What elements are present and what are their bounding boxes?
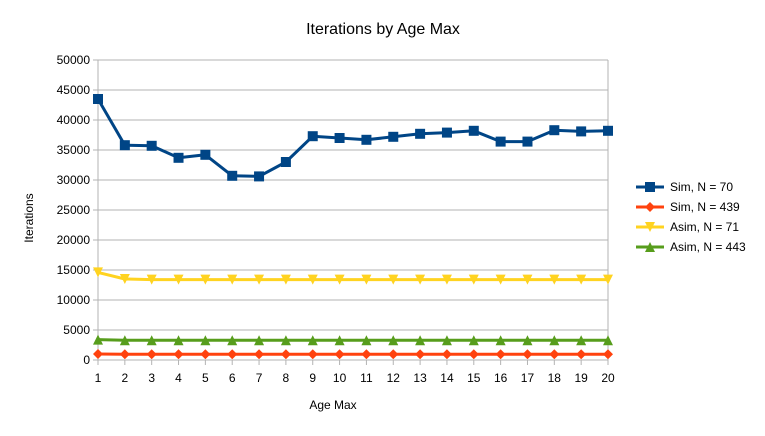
x-tick-label: 5	[202, 371, 209, 385]
data-point	[442, 128, 452, 138]
data-point	[147, 141, 157, 151]
x-tick-label: 7	[256, 371, 263, 385]
x-tick-label: 20	[601, 371, 615, 385]
x-tick-label: 17	[521, 371, 535, 385]
data-point	[415, 129, 425, 139]
x-tick-label: 2	[121, 371, 128, 385]
chart-title: Iterations by Age Max	[306, 21, 460, 38]
x-tick-label: 16	[494, 371, 508, 385]
y-tick-label: 15000	[57, 263, 91, 277]
x-tick-label: 3	[148, 371, 155, 385]
y-tick-label: 10000	[57, 293, 91, 307]
y-tick-label: 5000	[63, 323, 90, 337]
y-tick-label: 40000	[57, 113, 91, 127]
data-point	[603, 126, 613, 136]
y-tick-label: 0	[83, 353, 90, 367]
x-tick-label: 18	[548, 371, 562, 385]
y-tick-label: 35000	[57, 143, 91, 157]
data-point	[576, 126, 586, 136]
x-axis-title: Age Max	[309, 398, 356, 412]
x-tick-label: 10	[333, 371, 347, 385]
x-tick-label: 12	[387, 371, 401, 385]
legend-swatch-marker	[645, 182, 655, 192]
x-tick-label: 13	[413, 371, 427, 385]
data-point	[496, 137, 506, 147]
x-tick-label: 8	[283, 371, 290, 385]
y-tick-label: 20000	[57, 233, 91, 247]
x-tick-label: 4	[175, 371, 182, 385]
y-tick-label: 50000	[57, 53, 91, 67]
y-tick-label: 45000	[57, 83, 91, 97]
x-tick-label: 19	[574, 371, 588, 385]
data-point	[522, 137, 532, 147]
data-point	[93, 94, 103, 104]
x-tick-label: 1	[95, 371, 102, 385]
x-tick-label: 15	[467, 371, 481, 385]
x-tick-label: 6	[229, 371, 236, 385]
legend-label: Asim, N = 443	[670, 240, 746, 254]
data-point	[549, 125, 559, 135]
x-tick-label: 9	[309, 371, 316, 385]
x-tick-label: 11	[360, 371, 373, 385]
data-point	[200, 150, 210, 160]
y-tick-label: 25000	[57, 203, 91, 217]
data-point	[254, 171, 264, 181]
legend-item: Sim, N = 70	[636, 180, 733, 194]
data-point	[308, 131, 318, 141]
legend-label: Sim, N = 439	[670, 200, 740, 214]
legend-label: Sim, N = 70	[670, 180, 733, 194]
data-point	[120, 140, 130, 150]
y-tick-label: 30000	[57, 173, 91, 187]
data-point	[469, 126, 479, 136]
data-point	[335, 133, 345, 143]
data-point	[174, 153, 184, 163]
legend-label: Asim, N = 71	[670, 220, 739, 234]
data-point	[388, 132, 398, 142]
x-tick-label: 14	[440, 371, 454, 385]
data-point	[281, 157, 291, 167]
data-point	[361, 135, 371, 145]
y-axis-title: Iterations	[22, 193, 36, 242]
data-point	[227, 171, 237, 181]
series-line	[98, 340, 608, 341]
